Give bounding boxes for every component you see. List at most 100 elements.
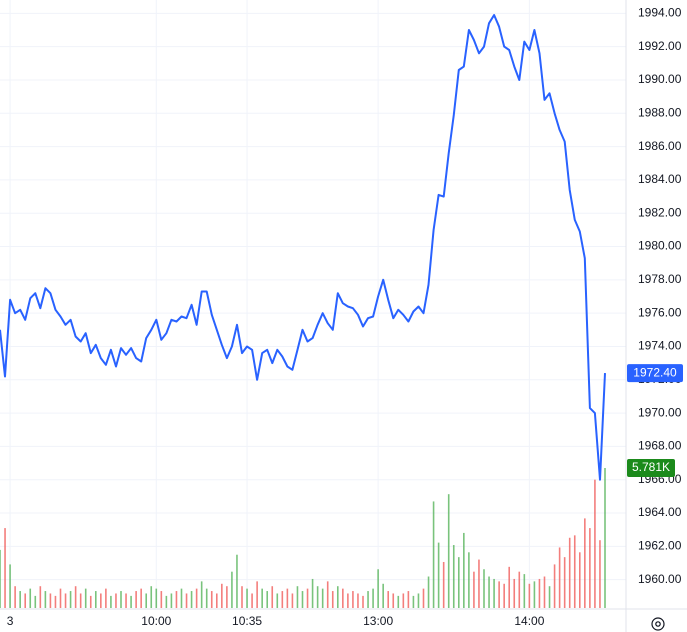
- volume-bar: [14, 586, 16, 608]
- volume-bar: [447, 494, 450, 608]
- volume-bar: [261, 588, 263, 608]
- volume-bar: [347, 593, 349, 608]
- volume-bar: [175, 591, 178, 608]
- volume-bar: [79, 593, 82, 608]
- volume-bar: [291, 593, 294, 608]
- volume-bar: [457, 557, 460, 608]
- volume-bar: [210, 591, 213, 608]
- y-tick-label: 1974.00: [638, 339, 682, 353]
- volume-bar: [311, 578, 314, 608]
- volume-bar: [200, 581, 203, 608]
- volume-bar: [185, 593, 188, 608]
- volume-bar: [518, 571, 521, 608]
- volume-bar: [543, 576, 546, 608]
- volume-bar: [110, 595, 112, 608]
- y-tick-label: 1994.00: [638, 5, 682, 19]
- volume-bar: [412, 595, 415, 608]
- volume-bar: [135, 591, 137, 608]
- price-line: [0, 14, 606, 481]
- y-tick-label: 1968.00: [638, 439, 682, 453]
- volume-bar: [397, 595, 400, 608]
- volume-bar: [296, 586, 299, 608]
- y-tick-label: 1976.00: [638, 305, 682, 319]
- volume-bar: [528, 583, 531, 608]
- volume-bar: [64, 593, 67, 608]
- volume-bar: [205, 588, 208, 608]
- volume-bar: [407, 591, 410, 608]
- volume-bar: [437, 542, 440, 608]
- volume-bar: [180, 588, 183, 608]
- volume-bar: [548, 586, 551, 608]
- settings-icon[interactable]: [651, 617, 665, 631]
- volume-label: 5.781K: [632, 460, 670, 474]
- volume-bar: [488, 576, 490, 608]
- volume-bar: [165, 595, 168, 608]
- x-tick-label: 14:00: [514, 614, 544, 628]
- volume-bar: [221, 583, 223, 608]
- volume-bar: [69, 591, 72, 608]
- volume-bar: [29, 588, 32, 608]
- volume-bar: [321, 588, 324, 608]
- volume-bar: [513, 578, 516, 608]
- volume-bar: [402, 593, 405, 608]
- volume-bar: [599, 540, 601, 608]
- y-tick-label: 1992.00: [638, 39, 682, 53]
- y-tick-label: 1982.00: [638, 205, 682, 219]
- volume-bar: [553, 564, 556, 608]
- volume-bar: [422, 588, 425, 608]
- volume-bar: [538, 578, 541, 608]
- x-tick-label: 10:00: [141, 614, 171, 628]
- volume-bar: [578, 552, 581, 608]
- volume-bar: [568, 537, 571, 608]
- volume-bar: [130, 595, 132, 608]
- volume-bar: [49, 593, 52, 608]
- volume-bar: [19, 591, 21, 608]
- volume-bar: [336, 586, 339, 608]
- volume-bar: [442, 561, 445, 608]
- y-tick-label: 1984.00: [638, 172, 682, 186]
- volume-bar: [226, 586, 228, 608]
- volume-bar: [306, 588, 309, 608]
- x-tick-label: 10:35: [232, 614, 262, 628]
- volume-bar: [326, 581, 329, 608]
- volume-bar: [190, 591, 193, 608]
- volume-bar: [44, 591, 47, 608]
- volume-bar: [246, 588, 248, 608]
- volume-bar: [276, 593, 279, 608]
- volume-bar: [9, 564, 11, 608]
- volume-bar: [24, 593, 27, 608]
- volume-bar: [573, 535, 576, 608]
- volume-bar: [387, 591, 390, 608]
- volume-bar: [452, 545, 455, 608]
- y-tick-label: 1980.00: [638, 239, 682, 253]
- volume-bar: [215, 593, 218, 608]
- volume-bar: [594, 479, 596, 608]
- y-tick-label: 1990.00: [638, 72, 682, 86]
- volume-bar: [523, 574, 526, 608]
- volume-bar: [241, 586, 243, 608]
- volume-bar: [563, 557, 566, 608]
- y-tick-label: 1986.00: [638, 139, 682, 153]
- volume-bar: [54, 595, 57, 608]
- volume-bar: [352, 591, 354, 608]
- volume-bar: [377, 569, 379, 608]
- volume-bar: [589, 528, 591, 608]
- volume-bar: [604, 468, 606, 608]
- volume-bar: [195, 588, 198, 608]
- volume-bar: [331, 591, 334, 608]
- volume-bar: [120, 591, 122, 608]
- volume-bar: [140, 588, 142, 608]
- volume-bar: [281, 591, 284, 608]
- volume-bar: [59, 588, 62, 608]
- volume-bar: [508, 566, 511, 608]
- volume-bar: [145, 593, 148, 608]
- volume-bar: [367, 591, 369, 608]
- volume-bar: [417, 593, 420, 608]
- volume-bar: [266, 591, 269, 608]
- volume-bar: [473, 571, 475, 608]
- volume-bar: [251, 593, 253, 608]
- volume-bar: [150, 586, 153, 608]
